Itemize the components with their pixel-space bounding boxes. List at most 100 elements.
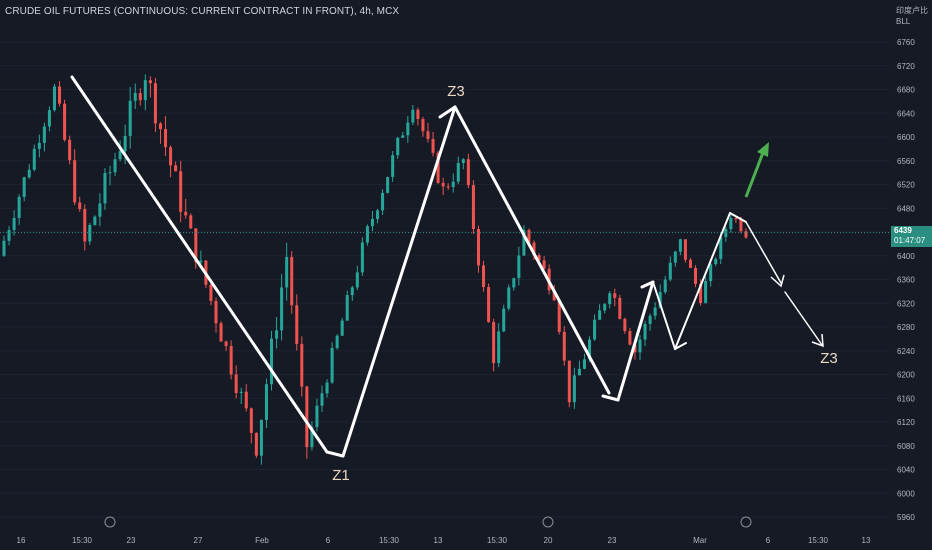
candle-body xyxy=(653,307,657,316)
candle-body xyxy=(123,135,127,152)
candle-body xyxy=(290,256,294,306)
candle-body xyxy=(724,229,728,238)
candle-body xyxy=(17,196,21,218)
candle-body xyxy=(88,224,92,242)
candle-body xyxy=(365,226,369,243)
green-arrow-head xyxy=(757,142,769,157)
candle-body xyxy=(179,171,183,212)
candle-body xyxy=(482,265,486,288)
time-tick-label: 13 xyxy=(862,536,871,545)
candle-body xyxy=(517,255,521,279)
time-tick-label: 27 xyxy=(194,536,203,545)
zigzag-line xyxy=(784,291,823,346)
candle-body xyxy=(456,163,460,182)
candle-body xyxy=(143,80,147,101)
candle-body xyxy=(315,405,319,427)
candle-body xyxy=(623,318,627,331)
candle-body xyxy=(244,391,248,409)
candle-body xyxy=(345,295,349,321)
candle-body xyxy=(234,374,238,393)
candle-body xyxy=(98,203,102,217)
candle-body xyxy=(174,165,178,172)
candle-body xyxy=(739,219,743,232)
candle-body xyxy=(164,129,168,148)
candle-body xyxy=(638,339,642,353)
candle-body xyxy=(694,267,698,284)
candle-body xyxy=(608,293,612,305)
candle-body xyxy=(199,260,203,263)
candle-body xyxy=(108,172,112,174)
candle-body xyxy=(426,131,430,140)
candle-body xyxy=(12,217,16,231)
candle-body xyxy=(744,231,748,238)
candle-body xyxy=(436,152,440,183)
candle-body xyxy=(148,80,152,84)
time-tick-label: 13 xyxy=(434,536,443,545)
candle-body xyxy=(78,202,82,210)
arrowhead xyxy=(811,333,824,348)
candle-body xyxy=(603,304,607,311)
bar-countdown: 01:47:07 xyxy=(894,236,926,245)
green-arrow-shaft xyxy=(744,149,766,198)
candle-body xyxy=(305,386,309,448)
zigzag-line xyxy=(616,280,655,402)
candle-body xyxy=(699,283,703,304)
candle-body xyxy=(275,330,279,339)
candle-body xyxy=(476,228,480,266)
zigzag-line xyxy=(640,280,655,289)
candle-body xyxy=(461,159,465,164)
candle-body xyxy=(719,237,723,259)
price-tick-label: 6160 xyxy=(897,394,915,403)
price-tick-label: 6520 xyxy=(897,181,915,190)
zigzag-line xyxy=(453,105,611,395)
candle-body xyxy=(562,331,566,361)
time-tick-label: 15:30 xyxy=(379,536,400,545)
candle-body xyxy=(502,308,506,332)
candle-body xyxy=(189,215,193,229)
candle-body xyxy=(355,272,359,288)
candle-body xyxy=(396,137,400,156)
time-tick-label: 6 xyxy=(326,536,331,545)
candle-body xyxy=(370,218,374,227)
candle-body xyxy=(593,319,597,340)
time-tick-label: 23 xyxy=(608,536,617,545)
price-tick-label: 6720 xyxy=(897,62,915,71)
candle-body xyxy=(552,290,556,301)
candle-body xyxy=(194,228,198,263)
candle-body xyxy=(507,287,511,309)
candle-body xyxy=(643,323,647,340)
candle-body xyxy=(572,375,576,403)
zigzag-line xyxy=(601,394,620,402)
candle-body xyxy=(709,264,713,282)
candle-body xyxy=(27,169,31,178)
candle-body xyxy=(264,384,268,420)
candle-body xyxy=(492,322,496,364)
candle-body xyxy=(673,251,677,263)
candle-body xyxy=(714,258,718,265)
candle-body xyxy=(42,126,46,143)
candle-body xyxy=(512,278,516,288)
time-tick-label: 15:30 xyxy=(487,536,508,545)
event-marker-icon[interactable] xyxy=(740,516,752,528)
candle-body xyxy=(734,218,738,220)
candle-body xyxy=(522,229,526,256)
candle-body xyxy=(577,368,581,376)
event-marker-icon[interactable] xyxy=(542,516,554,528)
candle-body xyxy=(688,259,692,268)
candle-body xyxy=(335,335,339,348)
candle-body xyxy=(350,287,354,296)
candle-body xyxy=(663,279,667,293)
time-tick-label: Mar xyxy=(693,536,707,545)
candle-body xyxy=(224,341,228,347)
candle-body xyxy=(239,391,243,393)
candle-body xyxy=(83,209,87,242)
candle-body xyxy=(219,323,223,342)
candle-body xyxy=(330,347,334,383)
event-marker-icon[interactable] xyxy=(104,516,116,528)
candle-body xyxy=(416,109,420,119)
candle-body xyxy=(320,393,324,406)
candle-body xyxy=(466,159,470,186)
zigzag-line xyxy=(652,281,676,350)
